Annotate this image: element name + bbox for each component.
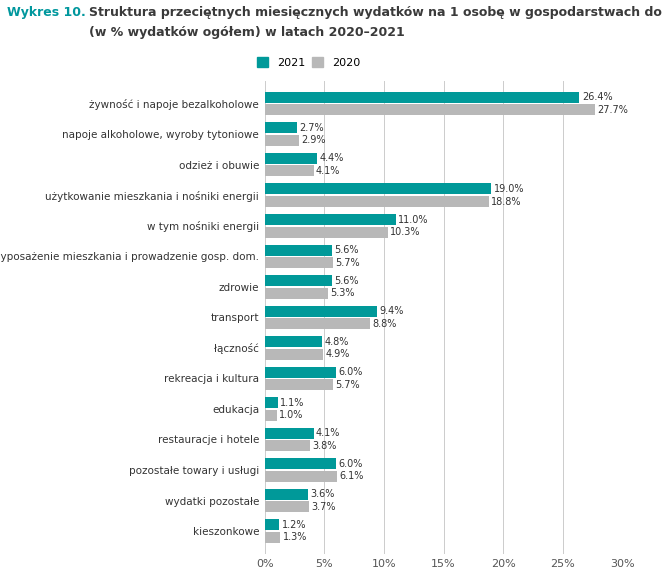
Text: 5.3%: 5.3%	[330, 288, 355, 298]
Bar	[265, 245, 332, 256]
Legend: 2021, 2020: 2021, 2020	[257, 58, 360, 68]
Text: (w % wydatków ogółem) w latach 2020–2021: (w % wydatków ogółem) w latach 2020–2021	[89, 26, 405, 39]
Text: 18.8%: 18.8%	[491, 197, 522, 207]
Bar	[265, 104, 595, 115]
Bar	[265, 519, 279, 530]
Bar	[265, 287, 328, 298]
Text: 6.1%: 6.1%	[340, 471, 364, 481]
Bar	[265, 214, 396, 225]
Text: 27.7%: 27.7%	[597, 105, 628, 115]
Bar	[265, 440, 310, 451]
Text: 1.3%: 1.3%	[283, 533, 307, 542]
Bar	[265, 532, 280, 543]
Bar	[265, 166, 314, 177]
Text: 4.4%: 4.4%	[320, 153, 344, 163]
Text: 1.2%: 1.2%	[281, 520, 306, 530]
Text: 19.0%: 19.0%	[494, 184, 524, 194]
Bar	[265, 471, 338, 482]
Bar	[265, 227, 387, 238]
Text: 5.7%: 5.7%	[335, 257, 359, 268]
Bar	[265, 397, 278, 408]
Text: 1.0%: 1.0%	[279, 410, 303, 420]
Text: 4.1%: 4.1%	[316, 428, 340, 438]
Bar	[265, 275, 332, 286]
Text: 10.3%: 10.3%	[390, 227, 420, 237]
Text: 6.0%: 6.0%	[339, 367, 363, 377]
Text: 4.9%: 4.9%	[326, 349, 350, 359]
Bar	[265, 336, 322, 347]
Bar	[265, 122, 297, 133]
Text: 5.7%: 5.7%	[335, 380, 359, 389]
Bar	[265, 257, 333, 268]
Text: Wykres 10.: Wykres 10.	[7, 6, 85, 19]
Text: 3.7%: 3.7%	[311, 502, 336, 512]
Bar	[265, 135, 299, 146]
Text: 4.1%: 4.1%	[316, 166, 340, 176]
Bar	[265, 92, 579, 103]
Text: 5.6%: 5.6%	[334, 245, 358, 255]
Text: 4.8%: 4.8%	[324, 336, 349, 347]
Text: 8.8%: 8.8%	[372, 319, 397, 329]
Text: 26.4%: 26.4%	[582, 92, 612, 102]
Bar	[265, 489, 308, 500]
Text: 3.8%: 3.8%	[312, 441, 337, 451]
Bar	[265, 349, 323, 359]
Bar	[265, 379, 333, 390]
Text: 5.6%: 5.6%	[334, 276, 358, 286]
Text: 1.1%: 1.1%	[280, 398, 305, 408]
Bar	[265, 501, 309, 512]
Text: 11.0%: 11.0%	[399, 215, 429, 224]
Bar	[265, 196, 489, 207]
Text: 2.9%: 2.9%	[302, 136, 326, 145]
Bar	[265, 183, 491, 194]
Bar	[265, 410, 277, 421]
Bar	[265, 318, 369, 329]
Bar	[265, 366, 336, 377]
Text: 6.0%: 6.0%	[339, 459, 363, 469]
Bar	[265, 306, 377, 317]
Bar	[265, 153, 317, 164]
Text: Struktura przeciętnych miesięcznych wydatków na 1 osobę w gospodarstwach domowyc: Struktura przeciętnych miesięcznych wyda…	[89, 6, 662, 19]
Text: 9.4%: 9.4%	[379, 306, 404, 316]
Bar	[265, 428, 314, 439]
Bar	[265, 458, 336, 469]
Text: 3.6%: 3.6%	[310, 489, 334, 499]
Text: 2.7%: 2.7%	[299, 123, 324, 133]
